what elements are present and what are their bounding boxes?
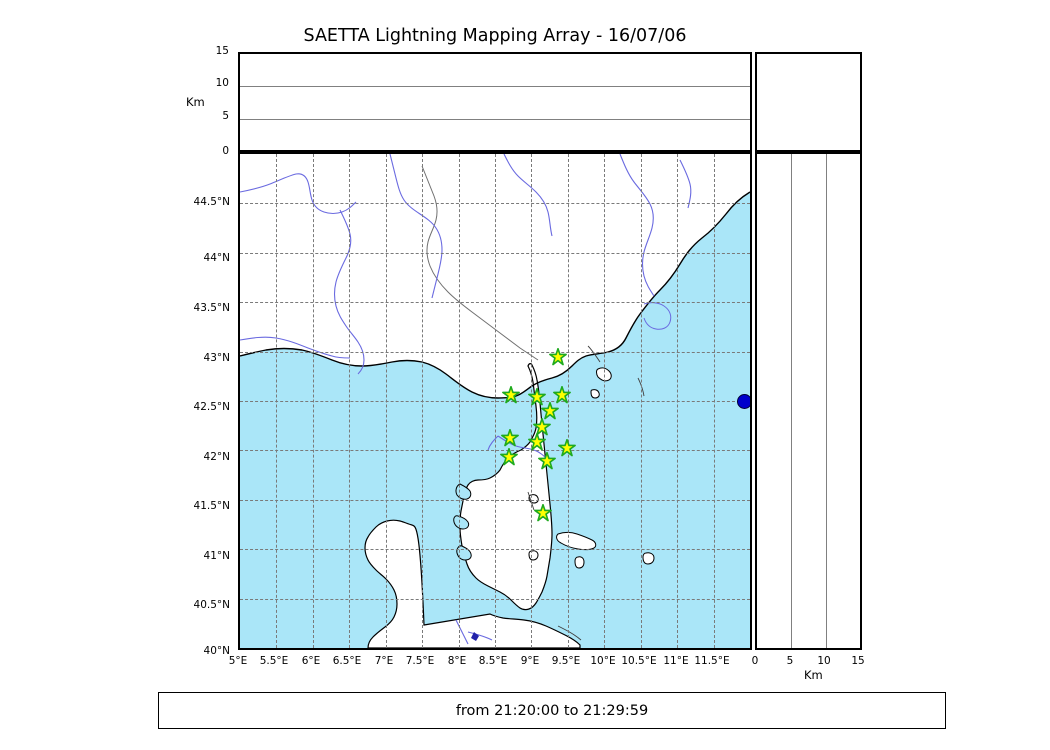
station-star-marker: [502, 385, 520, 404]
tick-lat-43: 43°N: [203, 352, 230, 364]
tick-lon-11: 11°E: [663, 655, 689, 667]
graticule-lon-5.5: [276, 154, 278, 648]
gridline-alt-10: [240, 86, 750, 88]
right-panel-xlabel: Km: [804, 668, 823, 682]
station-star-marker: [534, 503, 552, 522]
graticule-lon-7.5: [422, 154, 424, 648]
lightning-map-panel[interactable]: [238, 152, 752, 650]
tick-top-10: 10: [215, 77, 229, 89]
tick-lon-8: 8°E: [447, 655, 467, 667]
tick-lon-9.5: 9.5°E: [551, 655, 581, 667]
tick-lat-43.5: 43.5°N: [193, 302, 230, 314]
altitude-vs-longitude-panel[interactable]: [238, 52, 752, 152]
station-star-marker: [499, 448, 518, 466]
graticule-lon-6.5: [349, 154, 351, 648]
tick-right-10: 10: [817, 655, 831, 667]
graticule-lon-9.5: [567, 154, 569, 648]
gridline-km-10: [825, 154, 827, 648]
tick-right-5: 5: [786, 655, 794, 667]
graticule-lon-8: [458, 154, 460, 648]
altitude-histogram-panel[interactable]: [755, 52, 862, 152]
station-star-marker: [558, 439, 577, 457]
tick-right-0: 0: [751, 655, 759, 667]
tick-lon-7: 7°E: [374, 655, 394, 667]
time-range-text: from 21:20:00 to 21:29:59: [455, 702, 649, 719]
station-star-marker: [500, 428, 519, 447]
tick-lon-5.5: 5.5°E: [259, 655, 289, 667]
graticule-lon-10: [604, 154, 606, 648]
tick-lat-40.5: 40.5°N: [193, 599, 230, 611]
tick-lon-7.5: 7.5°E: [405, 655, 435, 667]
station-star-marker: [533, 417, 552, 436]
station-star-marker: [548, 347, 567, 366]
tick-lon-9: 9°E: [520, 655, 540, 667]
graticule-lon-10.5: [640, 154, 642, 648]
gridline-km-5: [791, 154, 793, 648]
tick-top-0: 0: [222, 145, 229, 157]
station-star-marker: [527, 387, 546, 406]
time-range-box[interactable]: from 21:20:00 to 21:29:59: [158, 692, 946, 729]
tick-lat-40: 40°N: [203, 645, 230, 657]
station-star-marker: [538, 452, 557, 470]
altitude-vs-latitude-panel[interactable]: [755, 152, 862, 650]
tick-lon-8.5: 8.5°E: [478, 655, 508, 667]
graticule-lon-11: [677, 154, 679, 648]
tick-top-15: 15: [215, 45, 229, 57]
page-title: SAETTA Lightning Mapping Array - 16/07/0…: [303, 26, 687, 46]
tick-lat-44: 44°N: [203, 252, 230, 264]
graticule-lon-11.5: [713, 154, 715, 648]
tick-lon-10.5: 10.5°E: [621, 655, 657, 667]
array-center-marker: [736, 393, 750, 409]
graticule-lon-7: [385, 154, 387, 648]
tick-lon-11.5: 11.5°E: [694, 655, 730, 667]
tick-lon-10: 10°E: [590, 655, 616, 667]
station-star-marker: [541, 401, 560, 420]
tick-lat-42: 42°N: [203, 451, 230, 463]
station-star-marker: [553, 385, 571, 404]
tick-lat-44.5: 44.5°N: [193, 196, 230, 208]
tick-top-5: 5: [222, 110, 229, 122]
tick-lat-42.5: 42.5°N: [193, 401, 230, 413]
tick-right-15: 15: [851, 655, 865, 667]
gridline-alt-5: [240, 118, 750, 120]
tick-lat-41: 41°N: [203, 550, 230, 562]
tick-lon-6: 6°E: [301, 655, 321, 667]
station-star-marker: [528, 433, 547, 451]
tick-lat-41.5: 41.5°N: [193, 500, 230, 512]
top-panel-ylabel: Km: [186, 95, 205, 109]
graticule-lon-8.5: [495, 154, 496, 648]
graticule-lon-6: [312, 154, 314, 648]
tick-lon-6.5: 6.5°E: [332, 655, 362, 667]
tick-lon-5: 5°E: [228, 655, 248, 667]
